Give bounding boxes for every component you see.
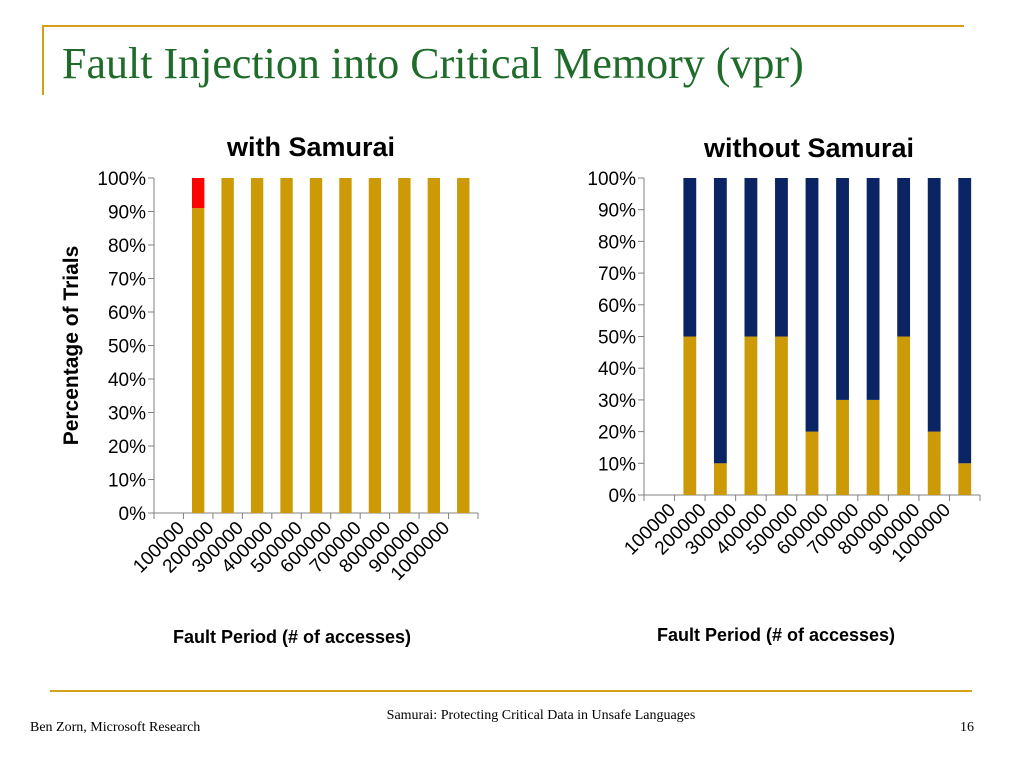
y-tick-label: 90%: [598, 201, 636, 222]
bar-segment: [713, 178, 727, 464]
y-tick-label: 60%: [108, 303, 146, 324]
bar-segment: [897, 336, 911, 495]
bar-segment: [713, 463, 727, 495]
y-tick-label: 80%: [598, 232, 636, 253]
bar-segment: [368, 178, 382, 513]
bar-segment: [427, 178, 441, 513]
chart-with-samurai: with Samurai 0% 10% 20% 30% 40% 50% 60% 70% 80% 90…: [60, 132, 479, 647]
bar-segment: [805, 178, 819, 432]
bar-segment: [744, 178, 758, 337]
bar-segment: [280, 178, 293, 513]
y-tick-label: 30%: [108, 404, 146, 425]
y-tick-label: 70%: [598, 264, 636, 285]
bar-segment: [836, 178, 849, 400]
chart-without-samurai: without Samurai 0% 10% 20% 30% 40% 50% 60% 70% 80…: [587, 133, 981, 645]
footer-rule: [50, 690, 972, 692]
bar-segment: [805, 431, 819, 495]
bar-segment: [398, 178, 411, 513]
bar-segment: [683, 336, 697, 495]
footer-talk-title: Samurai: Protecting Critical Data in Uns…: [386, 708, 696, 723]
y-tick-label: 80%: [108, 236, 146, 257]
y-tick-label: 50%: [108, 337, 146, 358]
y-tick-label: 60%: [598, 296, 636, 317]
bar-segment: [836, 399, 849, 495]
bar-segment: [191, 178, 205, 209]
x-axis-label: Fault Period (# of accesses): [657, 625, 895, 645]
bar-segment: [191, 208, 205, 513]
page-number: 16: [960, 720, 974, 735]
y-tick-label: 40%: [108, 370, 146, 391]
bar-segment: [927, 431, 941, 495]
bar-segment: [457, 178, 470, 513]
bar-segment: [221, 178, 234, 513]
y-tick-label: 20%: [598, 423, 636, 444]
bar-segment: [775, 178, 788, 337]
bar-segment: [927, 178, 941, 432]
y-tick-label: 50%: [598, 328, 636, 349]
y-tick-label: 0%: [609, 486, 637, 507]
y-tick-label: 30%: [598, 391, 636, 412]
y-tick-label: 100%: [587, 169, 636, 190]
y-tick-label: 20%: [108, 437, 146, 458]
bar-segment: [683, 178, 697, 337]
title-rule-left: [42, 25, 44, 95]
chart-title: without Samurai: [703, 133, 914, 163]
bar-segment: [958, 178, 972, 464]
x-axis-label: Fault Period (# of accesses): [173, 627, 411, 647]
bar-segment: [339, 178, 352, 513]
slide-title: Fault Injection into Critical Memory (vp…: [62, 39, 804, 88]
y-axis-label: Percentage of Trials: [60, 246, 83, 446]
chart-title: with Samurai: [226, 132, 395, 162]
footer-author: Ben Zorn, Microsoft Research: [30, 720, 201, 735]
bar-segment: [775, 336, 788, 495]
bar-segment: [958, 463, 972, 495]
bar-segment: [866, 399, 880, 495]
bar-segment: [250, 178, 264, 513]
y-tick-label: 40%: [598, 359, 636, 380]
y-tick-label: 70%: [108, 270, 146, 291]
y-tick-label: 10%: [598, 454, 636, 475]
y-tick-label: 90%: [108, 203, 146, 224]
y-tick-label: 0%: [119, 504, 147, 525]
title-rule-top: [42, 25, 964, 27]
bar-segment: [866, 178, 880, 400]
bar-segment: [744, 336, 758, 495]
bar-segment: [309, 178, 323, 513]
y-tick-label: 100%: [97, 169, 146, 190]
y-tick-label: 10%: [108, 471, 146, 492]
bar-segment: [897, 178, 911, 337]
